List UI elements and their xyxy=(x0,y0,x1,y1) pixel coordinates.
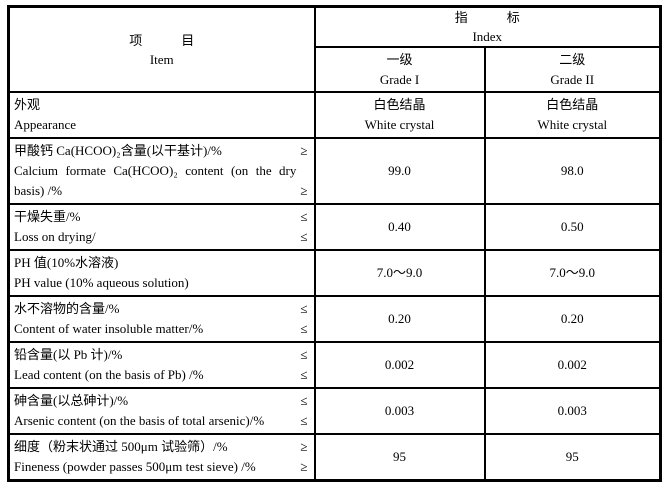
header-index-en: Index xyxy=(472,29,503,44)
item-zh: 水不溶物的含量/% xyxy=(14,301,120,316)
value-grade1: 99.0 xyxy=(313,137,486,205)
value-grade1: 0.40 xyxy=(313,203,486,251)
value-zh: 白色结晶 xyxy=(546,97,599,112)
header-row-grades: 一级 Grade I 二级 Grade II xyxy=(9,46,662,93)
limit-symbol: ≥ xyxy=(300,143,308,158)
value-grade2: 7.0～9.0 xyxy=(483,249,662,297)
value-grade1: 95 xyxy=(313,433,486,482)
item-cell-ph: PH 值(10%水溶液) PH value (10% aqueous solut… xyxy=(7,249,316,297)
limit-symbol: ≤ xyxy=(300,321,308,336)
limit-symbol: ≤ xyxy=(300,229,308,244)
value-en: White crystal xyxy=(364,117,435,132)
item-zh: 甲酸钙 Ca(HCOO)₂含量(以干基计)/% xyxy=(14,143,222,158)
header-grade2-en: Grade II xyxy=(550,71,595,87)
header-index-cell: 指 标 Index xyxy=(313,5,662,48)
item-en: Calcium formate Ca(HCOO)₂ content (on th… xyxy=(14,163,297,198)
header-grade1-en: Grade I xyxy=(379,71,420,87)
value-grade2: 0.002 xyxy=(483,341,662,389)
row-arsenic-content: 砷含量(以总砷计)/% ≤ Arsenic content (on the bas… xyxy=(7,387,662,435)
value-grade2: 0.003 xyxy=(483,387,662,435)
row-calcium-formate-content: 甲酸钙 Ca(HCOO)₂含量(以干基计)/% ≥ Calcium formate… xyxy=(7,137,662,205)
value-zh: 白色结晶 xyxy=(373,97,426,112)
header-item-en: Item xyxy=(149,51,174,67)
item-cell-arsenic: 砷含量(以总砷计)/% ≤ Arsenic content (on the bas… xyxy=(7,387,316,435)
row-appearance: 外观 Appearance 白色结晶 White crystal 白色结晶 Wh… xyxy=(7,91,662,139)
item-cell-lead: 铅含量(以 Pb 计)/% ≤ Lead content (on the basi… xyxy=(7,341,316,389)
limit-symbol: ≥ xyxy=(300,439,308,454)
value-grade2: 0.50 xyxy=(483,203,662,251)
header-grade1-cell: 一级 Grade I xyxy=(313,46,486,93)
item-en: Arsenic content (on the basis of total a… xyxy=(14,413,265,428)
value-grade1: 0.003 xyxy=(313,387,486,435)
item-cell-calcium: 甲酸钙 Ca(HCOO)₂含量(以干基计)/% ≥ Calcium formate… xyxy=(7,137,316,205)
item-cell-appearance: 外观 Appearance xyxy=(7,91,316,139)
item-en: Loss on drying/ xyxy=(14,229,96,244)
value-grade1: 0.002 xyxy=(313,341,486,389)
item-en: Lead content (on the basis of Pb) /% xyxy=(14,367,204,382)
row-ph-value: PH 值(10%水溶液) PH value (10% aqueous solut… xyxy=(7,249,662,297)
item-zh: 铅含量(以 Pb 计)/% xyxy=(14,347,123,362)
header-grade1-zh: 一级 xyxy=(386,51,413,67)
item-zh: PH 值(10%水溶液) xyxy=(14,255,119,270)
value-en: White crystal xyxy=(537,117,608,132)
value-grade2: 0.20 xyxy=(483,295,662,343)
limit-symbol: ≥ xyxy=(300,459,308,474)
header-item-zh: 项 目 xyxy=(129,32,195,48)
limit-symbol: ≤ xyxy=(300,347,308,362)
item-cell-water-insoluble: 水不溶物的含量/% ≤ Content of water insoluble ma… xyxy=(7,295,316,343)
header-row-index: 项 目 Item 指 标 Index xyxy=(7,5,662,93)
limit-symbol: ≤ xyxy=(300,413,308,428)
item-en: Fineness (powder passes 500μm test sieve… xyxy=(14,459,256,474)
item-en: Content of water insoluble matter/% xyxy=(14,321,204,336)
value-grade2: 95 xyxy=(483,433,662,482)
limit-symbol: ≤ xyxy=(300,301,308,316)
row-loss-on-drying: 干燥失重/% ≤ Loss on drying/ ≤ 0.40 0.50 xyxy=(7,203,662,251)
item-en: Appearance xyxy=(14,117,77,132)
row-fineness: 细度（粉末状通过 500μm 试验筛）/% ≥ Fineness (powder … xyxy=(7,433,662,482)
item-en: PH value (10% aqueous solution) xyxy=(14,275,189,290)
header-item-cell: 项 目 Item xyxy=(7,5,316,93)
row-lead-content: 铅含量(以 Pb 计)/% ≤ Lead content (on the basi… xyxy=(7,341,662,389)
item-zh: 干燥失重/% xyxy=(14,209,81,224)
value-grade1-appearance: 白色结晶 White crystal xyxy=(313,91,486,139)
header-index-zh: 指 标 xyxy=(454,10,520,25)
header-grade2-cell: 二级 Grade II xyxy=(483,46,662,93)
limit-symbol: ≤ xyxy=(300,367,308,382)
value-grade2: 98.0 xyxy=(483,137,662,205)
item-cell-fineness: 细度（粉末状通过 500μm 试验筛）/% ≥ Fineness (powder … xyxy=(7,433,316,482)
spec-table: 项 目 Item 指 标 Index 一级 Grade I 二级 Grade I… xyxy=(7,5,663,482)
item-zh: 细度（粉末状通过 500μm 试验筛）/% xyxy=(14,439,228,454)
value-grade1: 0.20 xyxy=(313,295,486,343)
value-grade2-appearance: 白色结晶 White crystal xyxy=(483,91,662,139)
item-cell-drying: 干燥失重/% ≤ Loss on drying/ ≤ xyxy=(7,203,316,251)
header-grade2-zh: 二级 xyxy=(559,51,586,67)
item-zh: 砷含量(以总砷计)/% xyxy=(14,393,129,408)
row-water-insoluble: 水不溶物的含量/% ≤ Content of water insoluble ma… xyxy=(7,295,662,343)
limit-symbol: ≤ xyxy=(300,209,308,224)
limit-symbol: ≤ xyxy=(300,393,308,408)
item-zh: 外观 xyxy=(14,97,41,112)
value-grade1: 7.0～9.0 xyxy=(313,249,486,297)
limit-symbol: ≥ xyxy=(300,183,308,198)
